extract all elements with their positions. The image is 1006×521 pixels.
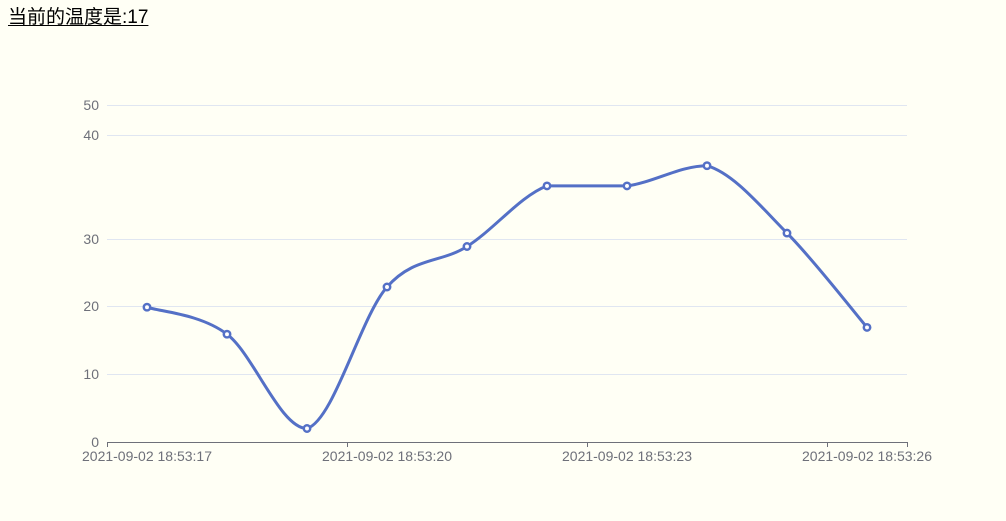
data-point-marker[interactable] [702, 161, 712, 171]
page-title: 当前的温度是:17 [8, 7, 149, 28]
x-axis-tick-label: 2021-09-02 18:53:17 [82, 448, 212, 464]
data-point-marker[interactable] [302, 424, 312, 433]
data-point-marker[interactable] [222, 329, 232, 339]
data-point-marker[interactable] [622, 181, 632, 191]
y-axis-tick-label: 10 [83, 366, 99, 382]
y-axis-tick-label: 40 [83, 127, 99, 143]
temperature-line[interactable] [145, 164, 869, 430]
y-axis-tick-label: 30 [83, 231, 99, 247]
data-point-marker[interactable] [462, 242, 472, 251]
y-axis-tick-label: 0 [91, 434, 99, 450]
data-point-marker[interactable] [862, 322, 872, 332]
y-axis-tick-label: 50 [83, 97, 99, 113]
x-axis-tick-label: 2021-09-02 18:53:20 [322, 448, 452, 464]
x-axis-tick-label: 2021-09-02 18:53:23 [562, 448, 692, 464]
data-point-marker[interactable] [142, 302, 152, 312]
data-point-marker[interactable] [542, 181, 552, 191]
x-axis-tick-label: 2021-09-02 18:53:26 [802, 448, 932, 464]
data-point-marker[interactable] [782, 228, 792, 238]
y-axis-tick-label: 20 [83, 298, 99, 314]
data-point-marker[interactable] [382, 282, 392, 292]
